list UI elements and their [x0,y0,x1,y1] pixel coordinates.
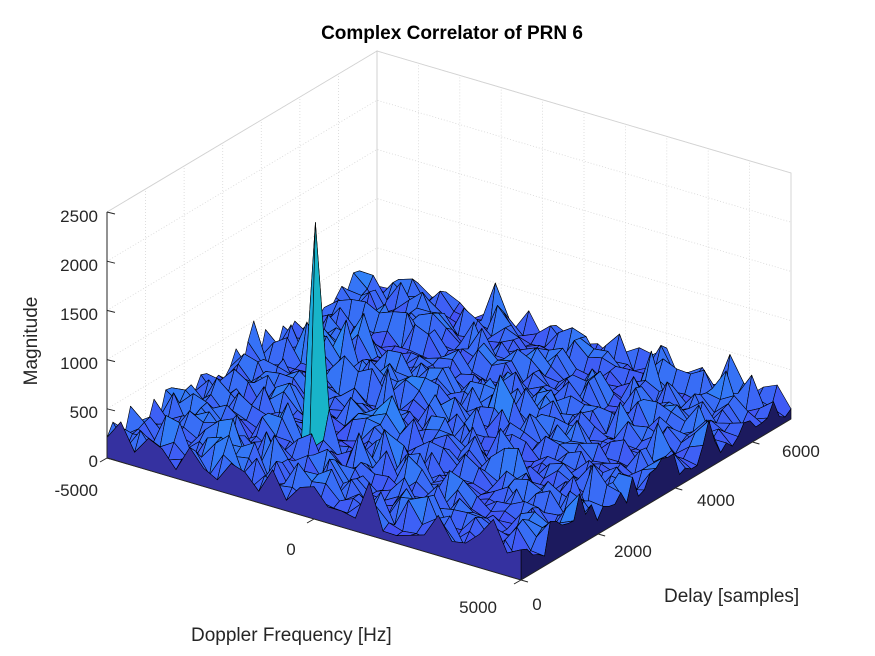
surface-skirt-left [106,421,522,581]
y-axis-label: Doppler Frequency [Hz] [191,625,392,646]
surface-skirt-front [520,400,792,581]
z-axis-label: Magnitude [21,297,42,386]
delay-tick-label: 0 [532,595,541,614]
z-gridline [106,148,792,311]
delay-tick-label: 2000 [614,542,652,561]
doppler-tick-labels: -5000 0 5000 [55,481,497,617]
doppler-tick [99,457,108,463]
surface [106,222,792,581]
delay-tick-labels: 0 2000 4000 6000 [532,442,820,614]
z-tick-label: 500 [70,403,98,422]
delay-tick [520,579,529,583]
delay-tick [752,441,760,445]
z-tick-label: 2000 [60,256,98,275]
z-tick-label: 2500 [60,207,98,226]
z-tick-label: 1000 [60,354,98,373]
x-axis-label: Delay [samples] [664,586,799,607]
z-tick [106,309,116,313]
z-tick [106,359,116,363]
delay-tick [598,533,606,537]
delay-tick-label: 4000 [697,491,735,510]
doppler-tick-label: 5000 [459,598,497,617]
z-tick [106,408,116,412]
axes-lines [99,211,792,585]
doppler-tick [513,579,522,585]
z-tick [106,211,116,215]
chart-title: Complex Correlator of PRN 6 [321,23,583,44]
z-tick-label: 1500 [60,305,98,324]
doppler-tick-label: 0 [286,540,295,559]
delay-tick-label: 6000 [782,442,820,461]
delay-axis-line [520,418,792,581]
z-tick-label: 0 [89,452,98,471]
z-tick-labels: 0 500 1000 1500 2000 2500 [60,207,98,471]
z-tick [106,457,116,461]
z-gridline [106,99,792,262]
doppler-tick [306,518,315,524]
delay-tick [675,487,683,491]
doppler-tick-label: -5000 [55,481,98,500]
z-tick [106,260,116,264]
z-gridline [106,50,792,213]
